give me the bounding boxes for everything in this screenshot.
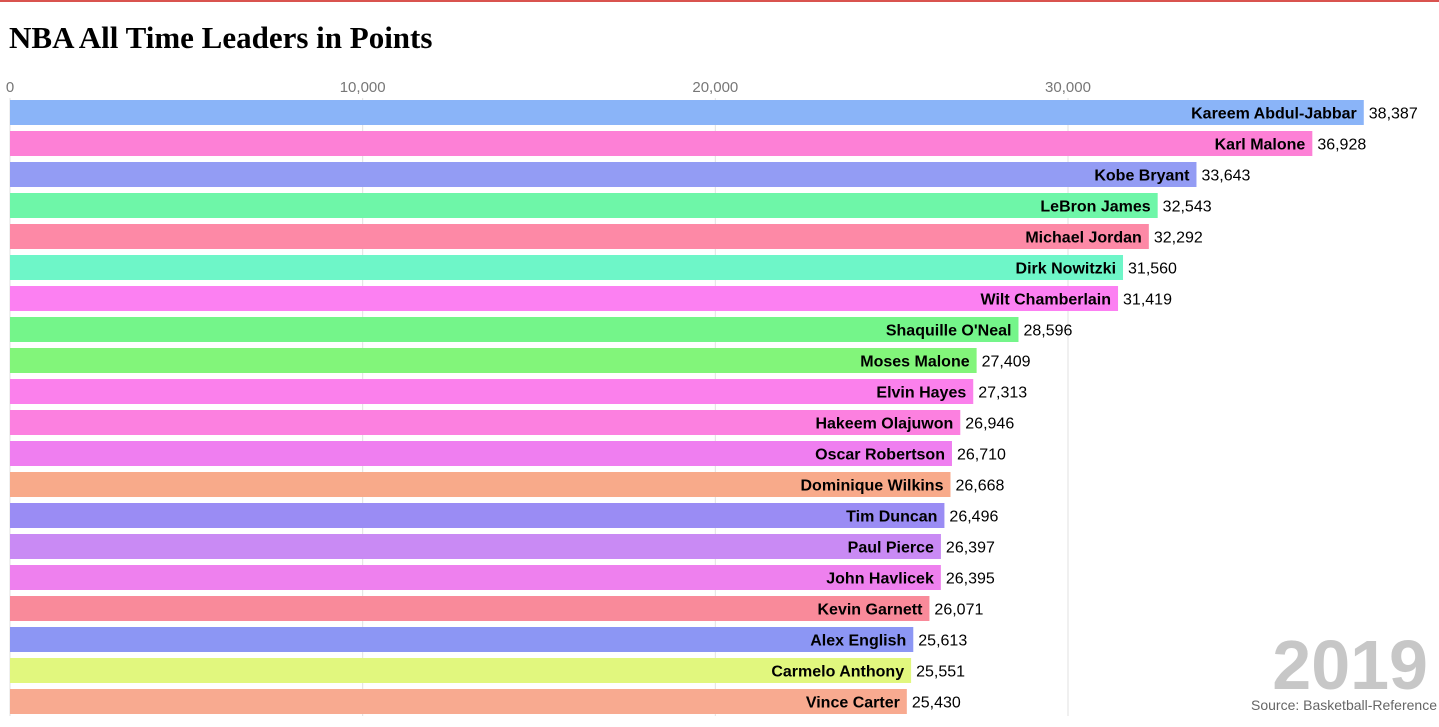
bar-category-label: LeBron James bbox=[1040, 199, 1150, 216]
year-label: 2019 bbox=[1272, 626, 1428, 704]
bar bbox=[10, 193, 1158, 218]
bar-value-label: 25,551 bbox=[916, 664, 965, 681]
bar-category-label: Tim Duncan bbox=[846, 509, 937, 526]
bar bbox=[10, 565, 941, 590]
bar-value-label: 26,397 bbox=[946, 540, 995, 557]
bar-category-label: Alex English bbox=[810, 633, 906, 650]
bar-value-label: 31,560 bbox=[1128, 261, 1177, 278]
bar-value-label: 38,387 bbox=[1369, 106, 1418, 123]
bar-category-label: Dominique Wilkins bbox=[801, 478, 944, 495]
bar bbox=[10, 627, 914, 652]
bar-value-label: 25,613 bbox=[918, 633, 967, 650]
chart-title: NBA All Time Leaders in Points bbox=[9, 20, 433, 55]
bar bbox=[10, 472, 951, 497]
bar-category-label: Kobe Bryant bbox=[1094, 168, 1190, 185]
bar bbox=[10, 379, 974, 404]
bar-category-label: Wilt Chamberlain bbox=[980, 292, 1111, 309]
bar bbox=[10, 255, 1124, 280]
bar bbox=[10, 100, 1364, 125]
bar bbox=[10, 348, 977, 373]
bar bbox=[10, 658, 912, 683]
bar bbox=[10, 224, 1149, 249]
bar bbox=[10, 689, 907, 714]
x-tick-label: 0 bbox=[6, 79, 14, 96]
x-tick-label: 30,000 bbox=[1045, 79, 1091, 96]
bar-value-label: 36,928 bbox=[1317, 137, 1366, 154]
bar-category-label: Moses Malone bbox=[860, 354, 969, 371]
source-note: Source: Basketball-Reference bbox=[1251, 697, 1437, 713]
bar-category-label: Paul Pierce bbox=[848, 540, 934, 557]
bar-category-label: Michael Jordan bbox=[1025, 230, 1141, 247]
bar-value-label: 26,946 bbox=[965, 416, 1014, 433]
bar-value-label: 26,668 bbox=[955, 478, 1004, 495]
bar-category-label: Oscar Robertson bbox=[815, 447, 945, 464]
bar-category-label: Dirk Nowitzki bbox=[1016, 261, 1116, 278]
bar-value-label: 33,643 bbox=[1201, 168, 1250, 185]
bar bbox=[10, 131, 1313, 156]
bar-value-label: 26,710 bbox=[957, 447, 1006, 464]
bar-category-label: Carmelo Anthony bbox=[771, 664, 904, 681]
bar-category-label: John Havlicek bbox=[826, 571, 934, 588]
bar-value-label: 27,313 bbox=[978, 385, 1027, 402]
bar-value-label: 26,071 bbox=[934, 602, 983, 619]
bar-category-label: Shaquille O'Neal bbox=[886, 323, 1012, 340]
bar bbox=[10, 410, 961, 435]
bar bbox=[10, 286, 1119, 311]
bar bbox=[10, 441, 952, 466]
bar bbox=[10, 317, 1019, 342]
bar bbox=[10, 503, 945, 528]
bar-category-label: Kareem Abdul-Jabbar bbox=[1191, 106, 1357, 123]
bar-value-label: 28,596 bbox=[1023, 323, 1072, 340]
bar-value-label: 32,543 bbox=[1163, 199, 1212, 216]
x-tick-label: 10,000 bbox=[340, 79, 386, 96]
top-accent-rule bbox=[0, 0, 1439, 2]
bar-value-label: 27,409 bbox=[982, 354, 1031, 371]
bar bbox=[10, 534, 941, 559]
bar bbox=[10, 162, 1197, 187]
bar-value-label: 26,395 bbox=[946, 571, 995, 588]
x-tick-label: 20,000 bbox=[692, 79, 738, 96]
bar-value-label: 26,496 bbox=[949, 509, 998, 526]
bar-category-label: Karl Malone bbox=[1215, 137, 1306, 154]
bar-value-label: 31,419 bbox=[1123, 292, 1172, 309]
bar bbox=[10, 596, 930, 621]
bar-category-label: Vince Carter bbox=[806, 695, 900, 712]
bar-category-label: Hakeem Olajuwon bbox=[815, 416, 953, 433]
bar-category-label: Kevin Garnett bbox=[818, 602, 924, 619]
bar-value-label: 32,292 bbox=[1154, 230, 1203, 247]
bar-category-label: Elvin Hayes bbox=[876, 385, 966, 402]
bar-value-label: 25,430 bbox=[912, 695, 961, 712]
